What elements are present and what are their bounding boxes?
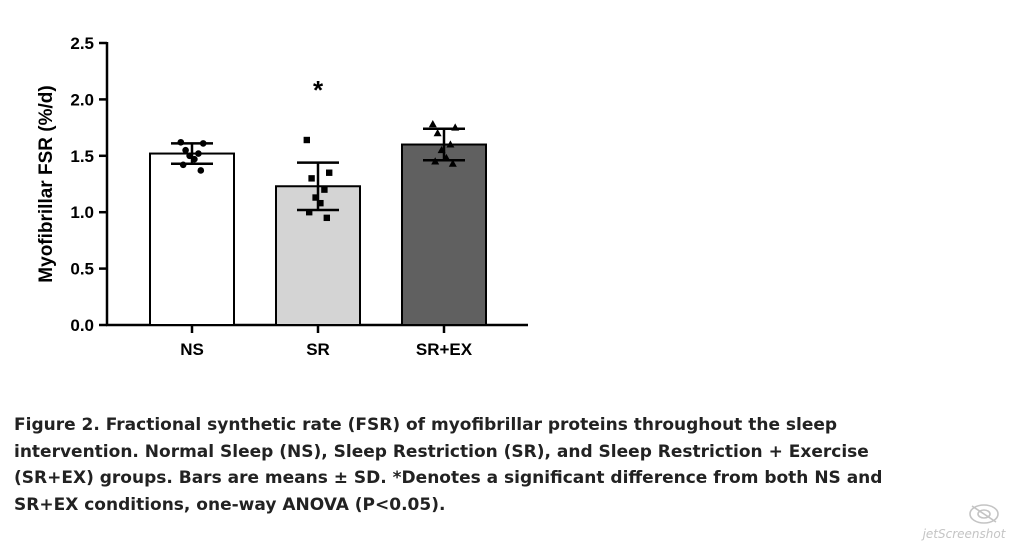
data-point — [321, 186, 328, 193]
y-tick-label: 1.5 — [70, 147, 94, 166]
significance-asterisk: * — [313, 75, 324, 105]
data-point — [317, 199, 324, 207]
figure-caption: Figure 2. Fractional synthetic rate (FSR… — [14, 415, 883, 515]
svg-text:jetScreenshot: jetScreenshot — [921, 527, 1007, 541]
data-point — [326, 169, 333, 176]
bar-ns — [149, 152, 235, 326]
watermark-logo: jetScreenshot — [921, 504, 1007, 541]
data-point — [428, 120, 437, 128]
y-tick-label: 1.0 — [70, 203, 94, 222]
data-point — [306, 209, 313, 216]
data-point — [448, 159, 457, 167]
y-axis-title: Myofibrillar FSR (%/d) — [36, 85, 57, 282]
data-point — [312, 194, 319, 201]
data-point — [433, 129, 442, 137]
data-point — [197, 167, 205, 174]
x-tick-label: SR — [306, 340, 330, 359]
x-tick-label: NS — [180, 340, 204, 359]
y-tick-label: 0.0 — [70, 316, 94, 335]
bar-chart: 0.0 0.5 1.0 1.5 2.0 2.5 Myofibrillar FSR (%/d)… — [36, 34, 528, 359]
data-point — [182, 146, 189, 154]
data-point — [323, 214, 330, 222]
y-tick-label: 0.5 — [70, 260, 94, 279]
data-point — [446, 140, 455, 148]
x-tick-label: SR+EX — [416, 340, 473, 359]
data-point — [195, 150, 202, 157]
y-tick-label: 2.0 — [70, 90, 94, 109]
bar-sr-ex — [401, 143, 487, 326]
data-point — [303, 136, 310, 144]
data-point — [308, 175, 315, 182]
y-tick-label: 2.5 — [70, 34, 94, 53]
